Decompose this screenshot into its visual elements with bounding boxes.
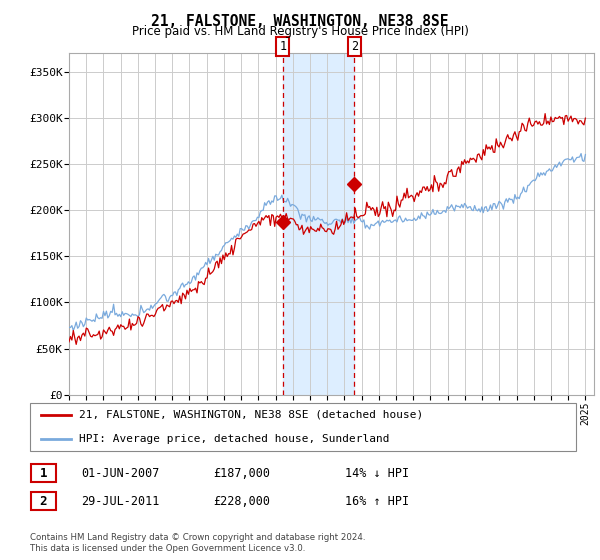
Text: 14% ↓ HPI: 14% ↓ HPI xyxy=(345,466,409,480)
Bar xyxy=(283,53,355,395)
Text: 29-JUL-2011: 29-JUL-2011 xyxy=(81,494,160,508)
Text: 16% ↑ HPI: 16% ↑ HPI xyxy=(345,494,409,508)
Text: Price paid vs. HM Land Registry's House Price Index (HPI): Price paid vs. HM Land Registry's House … xyxy=(131,25,469,38)
Text: 01-JUN-2007: 01-JUN-2007 xyxy=(81,466,160,480)
Text: 2: 2 xyxy=(40,494,47,508)
Text: 21, FALSTONE, WASHINGTON, NE38 8SE (detached house): 21, FALSTONE, WASHINGTON, NE38 8SE (deta… xyxy=(79,409,424,419)
Text: £187,000: £187,000 xyxy=(213,466,270,480)
Text: £228,000: £228,000 xyxy=(213,494,270,508)
Text: Contains HM Land Registry data © Crown copyright and database right 2024.
This d: Contains HM Land Registry data © Crown c… xyxy=(30,533,365,553)
Text: HPI: Average price, detached house, Sunderland: HPI: Average price, detached house, Sund… xyxy=(79,435,389,445)
Text: 2: 2 xyxy=(351,40,358,53)
Text: 1: 1 xyxy=(40,466,47,480)
Text: 1: 1 xyxy=(279,40,286,53)
Text: 21, FALSTONE, WASHINGTON, NE38 8SE: 21, FALSTONE, WASHINGTON, NE38 8SE xyxy=(151,14,449,29)
